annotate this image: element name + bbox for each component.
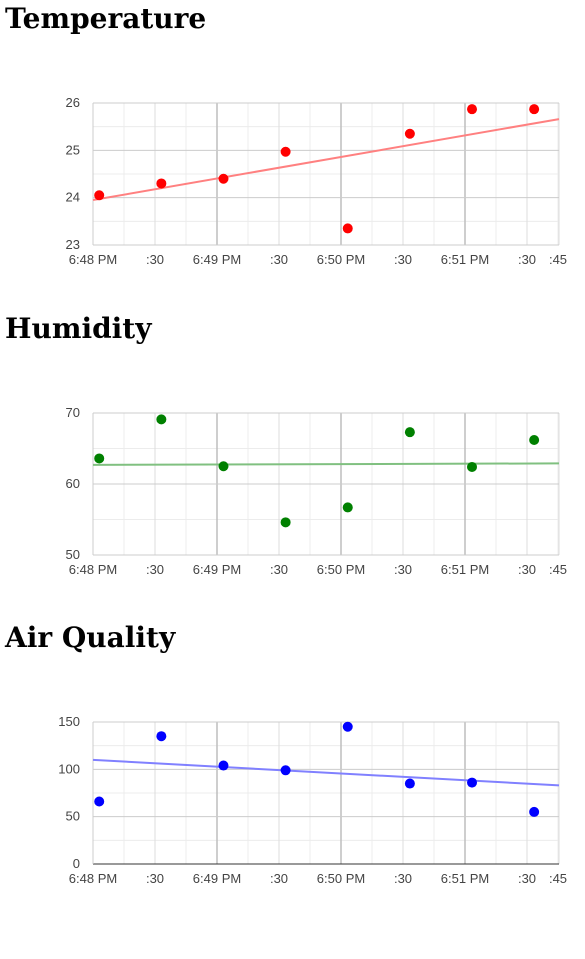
temperature-data-point: [467, 104, 477, 114]
air-quality-x-tick-label: :45: [549, 871, 567, 886]
temperature-x-tick-label: :30: [270, 252, 288, 267]
air-quality-data-point: [156, 731, 166, 741]
temperature-title: Temperature: [5, 5, 206, 33]
air-quality-x-tick-label: 6:48 PM: [69, 871, 117, 886]
temperature-x-tick-label: :45: [549, 252, 567, 267]
temperature-chart: 23 24 25 26 6:48 PM :30 6:49 PM :30 6:50 PM :30 6:…: [0, 60, 585, 340]
temperature-x-tick-label: :30: [518, 252, 536, 267]
humidity-y-tick-label: 60: [66, 476, 80, 491]
humidity-x-tick-label: :30: [146, 562, 164, 577]
air-quality-data-point: [218, 761, 228, 771]
humidity-data-point: [218, 461, 228, 471]
air-quality-title: Air Quality: [5, 624, 175, 652]
humidity-x-tick-label: :30: [394, 562, 412, 577]
air-quality-x-tick-label: :30: [146, 871, 164, 886]
temperature-y-tick-label: 23: [66, 237, 80, 252]
humidity-data-point: [94, 453, 104, 463]
temperature-data-point: [405, 129, 415, 139]
humidity-x-tick-label: 6:50 PM: [317, 562, 365, 577]
air-quality-data-point: [467, 778, 477, 788]
humidity-x-tick-label: 6:49 PM: [193, 562, 241, 577]
air-quality-data-point: [405, 779, 415, 789]
temperature-x-tick-label: 6:49 PM: [193, 252, 241, 267]
temperature-data-point: [343, 223, 353, 233]
temperature-y-tick-label: 26: [66, 95, 80, 110]
temperature-y-tick-label: 24: [66, 190, 80, 205]
humidity-data-point: [529, 435, 539, 445]
air-quality-x-tick-label: :30: [270, 871, 288, 886]
temperature-data-point: [529, 104, 539, 114]
temperature-x-tick-label: 6:48 PM: [69, 252, 117, 267]
humidity-x-tick-label: 6:48 PM: [69, 562, 117, 577]
temperature-data-point: [94, 190, 104, 200]
humidity-trendline: [93, 463, 559, 464]
air-quality-y-tick-label: 0: [73, 856, 80, 871]
humidity-x-tick-label: :30: [518, 562, 536, 577]
temperature-y-tick-label: 25: [66, 142, 80, 157]
air-quality-x-tick-label: 6:49 PM: [193, 871, 241, 886]
air-quality-x-tick-label: :30: [394, 871, 412, 886]
temperature-data-point: [156, 178, 166, 188]
air-quality-data-point: [529, 807, 539, 817]
humidity-x-tick-label: :45: [549, 562, 567, 577]
temperature-data-point: [218, 174, 228, 184]
humidity-data-point: [405, 427, 415, 437]
air-quality-chart: 0 50 100 150 6:48 PM :30 6:49 PM :30 6:50 PM :30 6…: [0, 679, 585, 959]
humidity-y-tick-label: 70: [66, 405, 80, 420]
air-quality-x-tick-label: 6:50 PM: [317, 871, 365, 886]
air-quality-x-tick-label: :30: [518, 871, 536, 886]
humidity-chart: 50 60 70 6:48 PM :30 6:49 PM :30 6:50 PM :30 6:51…: [0, 370, 585, 650]
temperature-x-tick-label: :30: [394, 252, 412, 267]
humidity-y-tick-label: 50: [66, 547, 80, 562]
humidity-data-point: [281, 517, 291, 527]
air-quality-data-point: [343, 722, 353, 732]
temperature-data-point: [281, 147, 291, 157]
air-quality-y-tick-label: 150: [58, 714, 80, 729]
humidity-x-tick-label: :30: [270, 562, 288, 577]
humidity-data-point: [467, 462, 477, 472]
air-quality-data-point: [94, 797, 104, 807]
air-quality-data-point: [281, 765, 291, 775]
air-quality-y-tick-label: 100: [58, 761, 80, 776]
temperature-x-tick-label: 6:51 PM: [441, 252, 489, 267]
temperature-x-tick-label: :30: [146, 252, 164, 267]
temperature-x-tick-label: 6:50 PM: [317, 252, 365, 267]
air-quality-y-tick-label: 50: [66, 809, 80, 824]
humidity-data-point: [156, 414, 166, 424]
humidity-data-point: [343, 502, 353, 512]
humidity-x-tick-label: 6:51 PM: [441, 562, 489, 577]
humidity-title: Humidity: [5, 315, 152, 343]
air-quality-x-tick-label: 6:51 PM: [441, 871, 489, 886]
air-quality-trendline: [93, 760, 559, 786]
